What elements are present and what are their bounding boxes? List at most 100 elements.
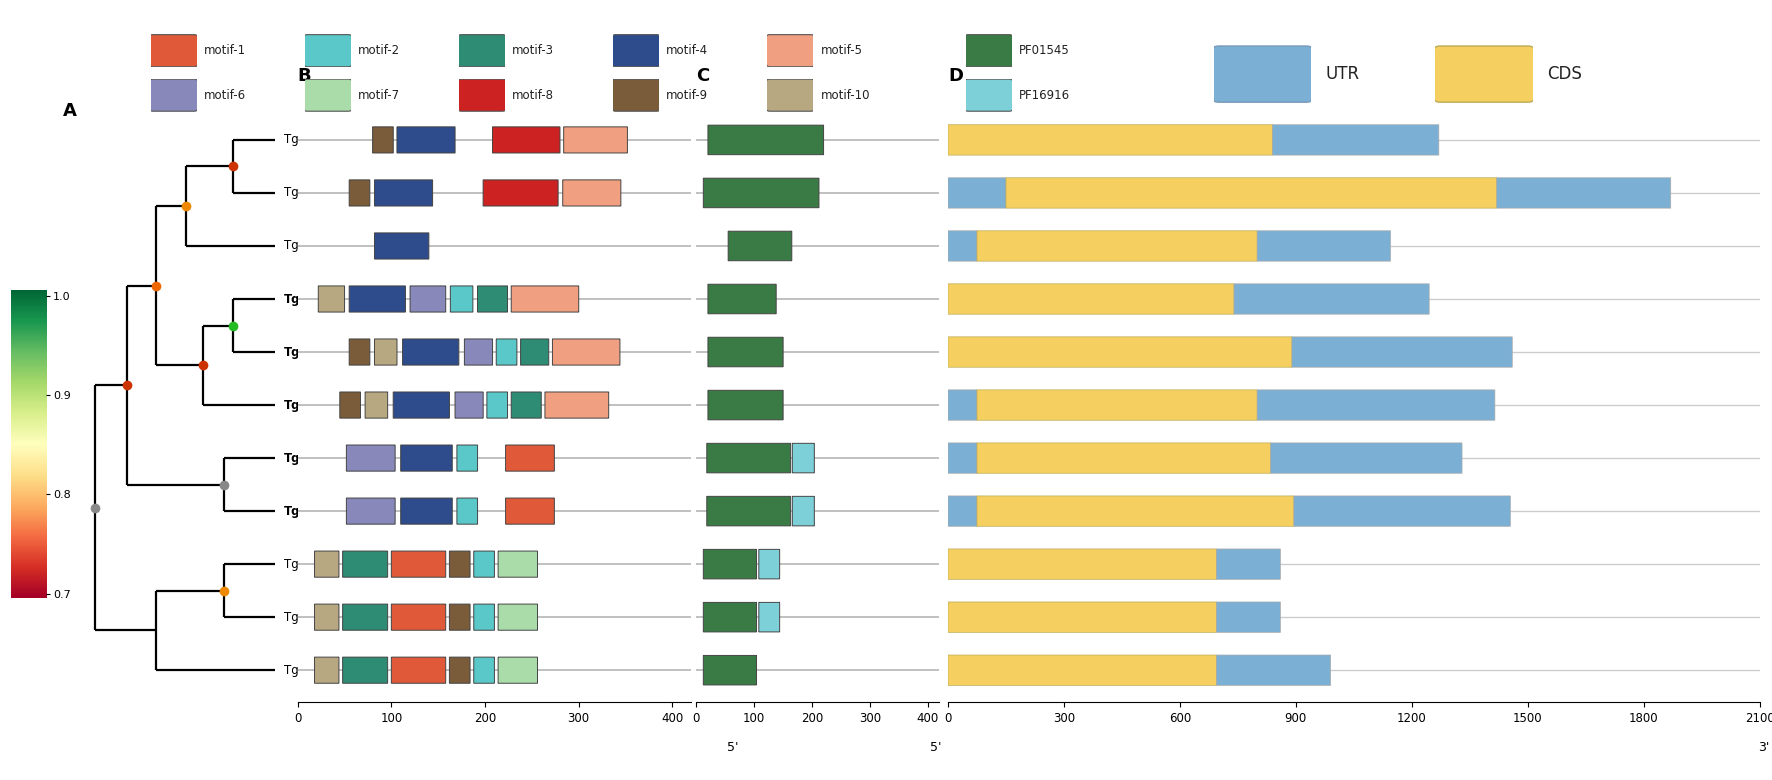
FancyBboxPatch shape bbox=[505, 445, 555, 471]
FancyBboxPatch shape bbox=[455, 392, 484, 418]
FancyBboxPatch shape bbox=[948, 443, 976, 473]
FancyBboxPatch shape bbox=[948, 655, 1217, 686]
Text: motif-5: motif-5 bbox=[820, 44, 863, 57]
Text: TgMTP7.2: TgMTP7.2 bbox=[284, 399, 349, 412]
FancyBboxPatch shape bbox=[372, 127, 393, 153]
FancyBboxPatch shape bbox=[976, 443, 1271, 473]
Text: TgMTP1: TgMTP1 bbox=[284, 133, 331, 147]
FancyBboxPatch shape bbox=[496, 339, 517, 365]
FancyBboxPatch shape bbox=[792, 443, 815, 473]
FancyBboxPatch shape bbox=[709, 284, 776, 314]
FancyBboxPatch shape bbox=[505, 498, 555, 524]
Text: 5': 5' bbox=[727, 741, 739, 754]
FancyBboxPatch shape bbox=[457, 445, 477, 471]
FancyBboxPatch shape bbox=[315, 604, 338, 630]
FancyBboxPatch shape bbox=[397, 127, 455, 153]
Text: PF16916: PF16916 bbox=[1019, 89, 1070, 101]
FancyBboxPatch shape bbox=[512, 392, 540, 418]
FancyBboxPatch shape bbox=[374, 339, 397, 365]
FancyBboxPatch shape bbox=[758, 549, 780, 579]
Text: PF01545: PF01545 bbox=[1019, 44, 1070, 57]
FancyBboxPatch shape bbox=[303, 79, 353, 112]
FancyBboxPatch shape bbox=[707, 496, 790, 526]
FancyBboxPatch shape bbox=[1292, 337, 1512, 367]
Text: motif-9: motif-9 bbox=[666, 89, 709, 101]
FancyBboxPatch shape bbox=[303, 34, 353, 67]
FancyBboxPatch shape bbox=[457, 34, 507, 67]
FancyBboxPatch shape bbox=[976, 390, 1256, 420]
FancyBboxPatch shape bbox=[392, 551, 447, 577]
FancyBboxPatch shape bbox=[948, 231, 976, 261]
FancyBboxPatch shape bbox=[493, 127, 560, 153]
Text: 5': 5' bbox=[930, 741, 941, 754]
Text: 3': 3' bbox=[1758, 741, 1768, 754]
Text: TgMTP6.1: TgMTP6.1 bbox=[284, 611, 342, 624]
FancyBboxPatch shape bbox=[728, 231, 792, 261]
FancyBboxPatch shape bbox=[393, 392, 450, 418]
FancyBboxPatch shape bbox=[1233, 284, 1430, 314]
FancyBboxPatch shape bbox=[346, 445, 395, 471]
FancyBboxPatch shape bbox=[1256, 390, 1496, 420]
FancyBboxPatch shape bbox=[709, 337, 783, 367]
Text: motif-4: motif-4 bbox=[666, 44, 709, 57]
FancyBboxPatch shape bbox=[477, 286, 507, 312]
FancyBboxPatch shape bbox=[342, 604, 388, 630]
FancyBboxPatch shape bbox=[340, 392, 360, 418]
FancyBboxPatch shape bbox=[473, 604, 494, 630]
FancyBboxPatch shape bbox=[450, 604, 470, 630]
FancyBboxPatch shape bbox=[611, 34, 661, 67]
FancyBboxPatch shape bbox=[149, 79, 198, 112]
FancyBboxPatch shape bbox=[1212, 46, 1313, 102]
FancyBboxPatch shape bbox=[948, 602, 1217, 633]
FancyBboxPatch shape bbox=[346, 498, 395, 524]
FancyBboxPatch shape bbox=[948, 337, 1292, 367]
Text: TgMTP7.1: TgMTP7.1 bbox=[284, 292, 349, 306]
FancyBboxPatch shape bbox=[1217, 549, 1281, 580]
Text: TgMTP6.2: TgMTP6.2 bbox=[284, 558, 342, 571]
FancyBboxPatch shape bbox=[546, 392, 608, 418]
FancyBboxPatch shape bbox=[703, 655, 757, 685]
Text: C: C bbox=[696, 67, 709, 85]
Text: motif-7: motif-7 bbox=[358, 89, 400, 101]
FancyBboxPatch shape bbox=[365, 392, 388, 418]
FancyBboxPatch shape bbox=[392, 657, 447, 683]
FancyBboxPatch shape bbox=[149, 34, 198, 67]
Text: motif-2: motif-2 bbox=[358, 44, 400, 57]
Text: A: A bbox=[62, 101, 76, 120]
FancyBboxPatch shape bbox=[473, 657, 494, 683]
FancyBboxPatch shape bbox=[349, 286, 406, 312]
FancyBboxPatch shape bbox=[766, 79, 815, 112]
FancyBboxPatch shape bbox=[707, 443, 790, 473]
FancyBboxPatch shape bbox=[498, 604, 537, 630]
FancyBboxPatch shape bbox=[374, 233, 429, 259]
Text: motif-8: motif-8 bbox=[512, 89, 555, 101]
FancyBboxPatch shape bbox=[319, 286, 344, 312]
FancyBboxPatch shape bbox=[400, 445, 452, 471]
FancyBboxPatch shape bbox=[457, 498, 477, 524]
Text: TgMTP3: TgMTP3 bbox=[284, 505, 337, 518]
FancyBboxPatch shape bbox=[464, 339, 493, 365]
FancyBboxPatch shape bbox=[498, 657, 537, 683]
Text: TgMTP7.3: TgMTP7.3 bbox=[284, 346, 349, 359]
FancyBboxPatch shape bbox=[392, 604, 447, 630]
FancyBboxPatch shape bbox=[1006, 178, 1497, 208]
FancyBboxPatch shape bbox=[498, 551, 537, 577]
FancyBboxPatch shape bbox=[1217, 655, 1331, 686]
Text: UTR: UTR bbox=[1325, 65, 1359, 83]
FancyBboxPatch shape bbox=[1497, 178, 1671, 208]
FancyBboxPatch shape bbox=[948, 390, 976, 420]
FancyBboxPatch shape bbox=[792, 496, 815, 526]
FancyBboxPatch shape bbox=[948, 125, 1272, 155]
FancyBboxPatch shape bbox=[709, 390, 783, 420]
FancyBboxPatch shape bbox=[766, 34, 815, 67]
Text: TgMTP4: TgMTP4 bbox=[284, 452, 337, 465]
FancyBboxPatch shape bbox=[964, 34, 1014, 67]
FancyBboxPatch shape bbox=[703, 549, 757, 579]
FancyBboxPatch shape bbox=[758, 602, 780, 632]
FancyBboxPatch shape bbox=[1272, 125, 1439, 155]
FancyBboxPatch shape bbox=[1256, 231, 1391, 261]
FancyBboxPatch shape bbox=[521, 339, 549, 365]
FancyBboxPatch shape bbox=[1271, 443, 1462, 473]
FancyBboxPatch shape bbox=[315, 551, 338, 577]
Text: motif-6: motif-6 bbox=[204, 89, 246, 101]
